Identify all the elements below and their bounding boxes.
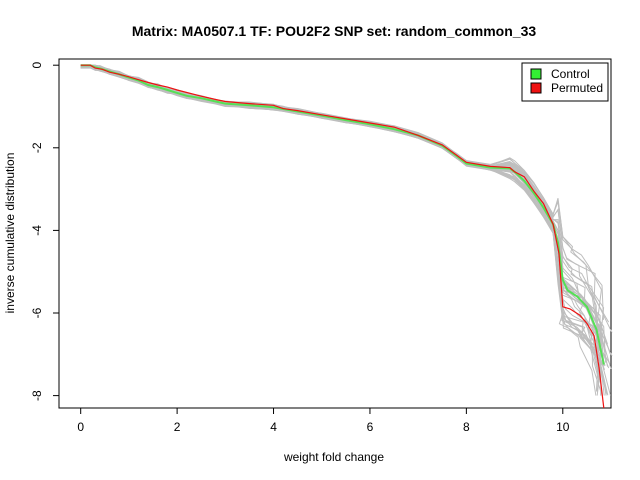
background-series-line	[80, 64, 605, 344]
y-tick-label: 0	[30, 62, 44, 69]
background-series-line	[80, 64, 604, 366]
legend-label-control: Control	[551, 67, 590, 81]
background-series-line	[80, 66, 602, 396]
background-series-line	[80, 65, 603, 396]
chart-title: Matrix: MA0507.1 TF: POU2F2 SNP set: ran…	[132, 23, 537, 39]
background-series-line	[80, 65, 603, 366]
plot-frame	[58, 58, 612, 409]
x-tick-label: 6	[367, 420, 374, 434]
background-series-line	[80, 64, 598, 342]
background-series-line	[80, 64, 602, 323]
background-series-line	[80, 64, 602, 352]
background-series-line	[80, 65, 605, 367]
background-series-line	[80, 64, 599, 375]
background-series-line	[80, 64, 599, 375]
x-axis: 0 2 4 6 8 10	[77, 407, 570, 434]
x-tick-label: 2	[174, 420, 181, 434]
series-group	[80, 64, 605, 409]
background-series-line	[80, 64, 610, 369]
background-series-line	[80, 65, 602, 385]
background-series-line	[80, 64, 602, 364]
legend-label-permuted: Permuted	[551, 81, 603, 95]
legend-swatch-permuted	[530, 82, 542, 94]
series-line-permuted	[80, 64, 605, 409]
background-series-line	[80, 64, 602, 367]
y-tick-label: -6	[30, 307, 44, 318]
background-series-line	[80, 65, 602, 396]
background-series-line	[80, 66, 600, 383]
y-tick-label: -8	[30, 390, 44, 401]
background-series-line	[80, 64, 607, 363]
x-tick-label: 0	[77, 420, 84, 434]
background-series-line	[80, 65, 601, 393]
background-series-group	[80, 64, 613, 396]
x-axis-label: weight fold change	[283, 450, 384, 464]
x-tick-label: 10	[556, 420, 570, 434]
legend-box	[521, 62, 609, 102]
background-series-line	[80, 64, 599, 366]
background-series-line	[80, 65, 599, 392]
background-series-line	[80, 64, 611, 354]
y-tick-label: -4	[30, 225, 44, 236]
background-series-line	[80, 64, 608, 345]
y-axis: 0 -2 -4 -6 -8	[30, 62, 60, 401]
legend: Control Permuted	[521, 62, 609, 102]
x-tick-label: 4	[270, 420, 277, 434]
background-series-line	[80, 64, 601, 351]
background-series-line	[80, 64, 611, 365]
x-tick-label: 8	[463, 420, 470, 434]
background-series-line	[80, 64, 613, 357]
background-series-line	[80, 64, 604, 320]
background-series-line	[80, 65, 605, 396]
background-series-line	[80, 65, 608, 395]
background-series-line	[80, 64, 612, 370]
background-series-line	[80, 65, 609, 396]
background-series-line	[80, 64, 606, 366]
series-line-control	[80, 64, 605, 365]
y-tick-label: -2	[30, 142, 44, 153]
background-series-line	[80, 66, 611, 396]
background-series-line	[80, 64, 606, 370]
background-series-line	[80, 65, 608, 367]
background-series-line	[80, 64, 599, 332]
y-axis-label: inverse cumulative distribution	[3, 153, 17, 314]
legend-swatch-control	[530, 68, 542, 80]
